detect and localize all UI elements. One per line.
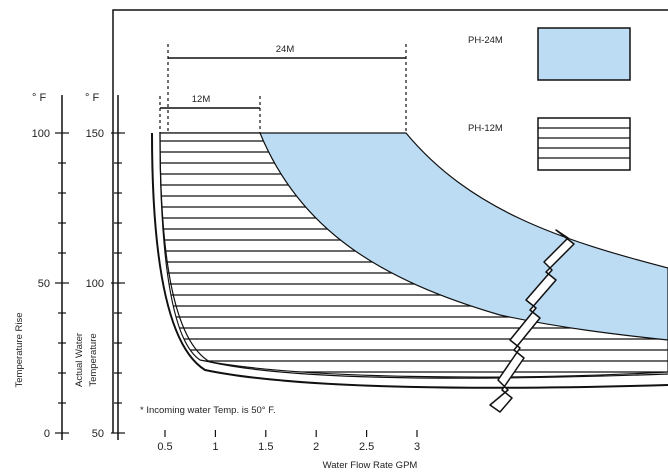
dim-label-24m: 24M (276, 44, 295, 55)
svg-text:Temperature: Temperature (88, 333, 99, 386)
x-tick-label: 0.5 (157, 441, 172, 453)
y-tick-label-actual-temp: 100 (86, 278, 104, 290)
y-label-actual-temp: Actual Water Temperature (74, 333, 99, 387)
legend-label-ph-12m: PH-12M (468, 123, 503, 134)
axis-break-zigzag (489, 229, 575, 413)
y-tick-label-actual-temp: 50 (92, 428, 104, 440)
y-unit-actual-temp: ° F (85, 92, 99, 104)
legend-label-ph-24m: PH-24M (468, 35, 503, 46)
x-tick-label: 1.5 (258, 441, 273, 453)
incoming-temp-note: * Incoming water Temp. is 50° F. (140, 405, 276, 416)
x-axis-label: Water Flow Rate GPM (323, 460, 418, 471)
x-tick-label: 1 (212, 441, 218, 453)
y-label-temp-rise: Temperature Rise (14, 313, 25, 388)
legend-swatch-ph-24m (537, 27, 631, 81)
y-tick-label-temp-rise: 0 (44, 428, 50, 440)
legend-swatch-ph-12m (537, 117, 631, 171)
lower-bound-curve (151, 132, 668, 389)
y-unit-temp-rise: ° F (32, 92, 46, 104)
svg-text:Actual Water: Actual Water (74, 333, 85, 387)
y-tick-label-temp-rise: 50 (38, 278, 50, 290)
x-tick-label: 3 (414, 441, 420, 453)
lower-bound-curve-inner (159, 132, 668, 379)
y-tick-label-temp-rise: 100 (32, 128, 50, 140)
dim-label-12m: 12M (192, 94, 211, 105)
plot-frame (112, 9, 668, 433)
x-tick-label: 2.5 (359, 441, 374, 453)
y-tick-label-actual-temp: 150 (86, 128, 104, 140)
x-tick-label: 2 (313, 441, 319, 453)
